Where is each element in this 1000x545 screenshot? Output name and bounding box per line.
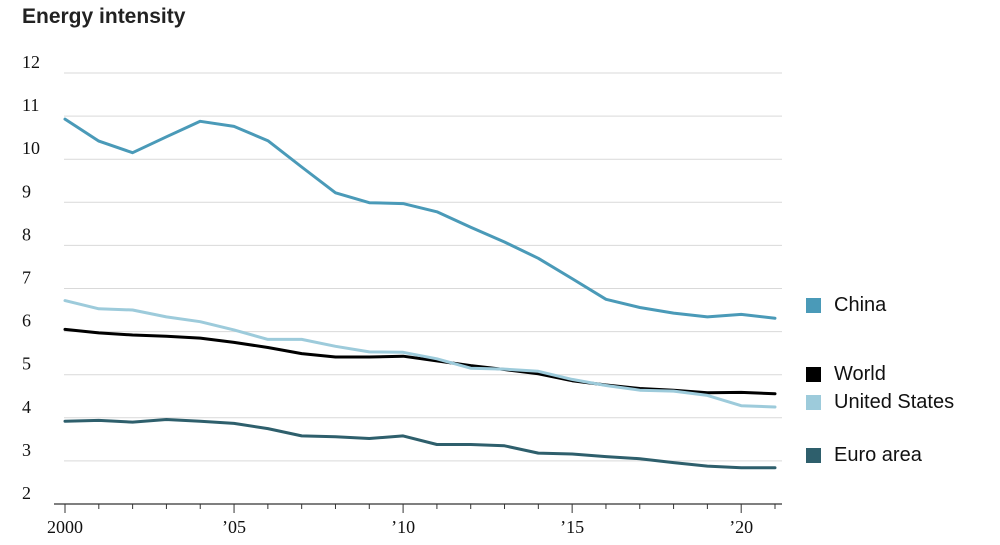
legend-label-united-states: United States	[834, 391, 954, 413]
y-tick-label: 7	[22, 268, 31, 288]
x-axis: 2000 ’05 ’10 ’15 ’20	[47, 503, 782, 537]
x-tick-label: ’15	[560, 517, 584, 537]
legend: China World United States Euro area	[806, 294, 954, 466]
legend-swatch-united-states	[806, 395, 821, 410]
y-tick-label: 12	[22, 52, 40, 72]
chart-title: Energy intensity	[22, 5, 186, 28]
y-tick-label: 5	[22, 354, 31, 374]
legend-swatch-china	[806, 298, 821, 313]
y-axis-labels: 2 3 4 5 6 7 8 9 10 11 12	[22, 52, 40, 503]
y-tick-label: 4	[22, 397, 31, 417]
y-tick-label: 9	[22, 181, 31, 201]
y-tick-label: 2	[22, 483, 31, 503]
legend-label-euro-area: Euro area	[834, 444, 923, 466]
x-tick-label: ’05	[222, 517, 246, 537]
legend-label-world: World	[834, 363, 886, 385]
y-tick-label: 11	[22, 95, 39, 115]
series-lines	[63, 117, 777, 470]
series-line-euro-area	[63, 418, 777, 470]
y-tick-label: 10	[22, 138, 40, 158]
x-tick-label: 2000	[47, 517, 83, 537]
series-line-world	[63, 327, 777, 396]
legend-label-china: China	[834, 294, 887, 316]
series-line-china	[63, 117, 777, 320]
x-tick-label: ’10	[391, 517, 415, 537]
y-tick-label: 8	[22, 224, 31, 244]
legend-swatch-world	[806, 367, 821, 382]
gridlines	[64, 72, 782, 462]
y-tick-label: 3	[22, 440, 31, 460]
x-tick-label: ’20	[729, 517, 753, 537]
legend-swatch-euro-area	[806, 448, 821, 463]
series-line-united-states	[63, 299, 777, 409]
y-tick-label: 6	[22, 311, 31, 331]
